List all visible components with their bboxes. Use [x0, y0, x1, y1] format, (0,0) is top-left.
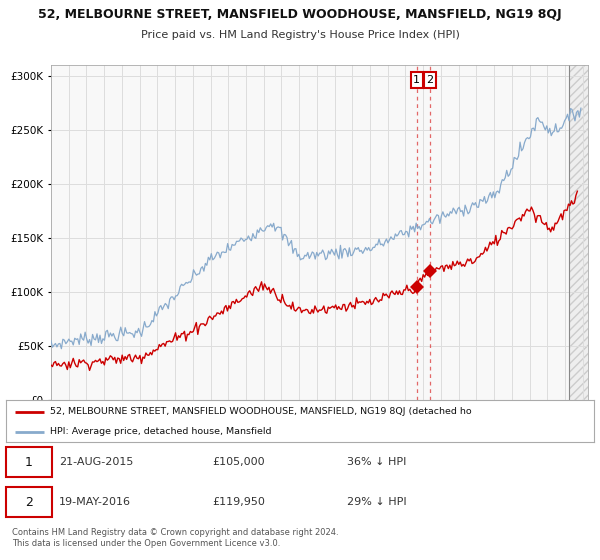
FancyBboxPatch shape [6, 487, 52, 517]
Text: Contains HM Land Registry data © Crown copyright and database right 2024.: Contains HM Land Registry data © Crown c… [12, 528, 338, 537]
Text: 52, MELBOURNE STREET, MANSFIELD WOODHOUSE, MANSFIELD, NG19 8QJ (detached ho: 52, MELBOURNE STREET, MANSFIELD WOODHOUS… [50, 408, 472, 417]
Text: 29% ↓ HPI: 29% ↓ HPI [347, 497, 407, 507]
Text: 2: 2 [427, 75, 433, 85]
Text: 1: 1 [413, 75, 420, 85]
Text: 1: 1 [25, 456, 33, 469]
Text: HPI: Average price, detached house, Mansfield: HPI: Average price, detached house, Mans… [50, 427, 272, 436]
Text: This data is licensed under the Open Government Licence v3.0.: This data is licensed under the Open Gov… [12, 539, 280, 548]
FancyBboxPatch shape [6, 447, 52, 477]
Text: 52, MELBOURNE STREET, MANSFIELD WOODHOUSE, MANSFIELD, NG19 8QJ: 52, MELBOURNE STREET, MANSFIELD WOODHOUS… [38, 8, 562, 21]
Text: 36% ↓ HPI: 36% ↓ HPI [347, 457, 406, 467]
Text: £119,950: £119,950 [212, 497, 265, 507]
Bar [569, 65, 588, 400]
Text: £105,000: £105,000 [212, 457, 265, 467]
Text: 2: 2 [25, 496, 33, 508]
Text: 21-AUG-2015: 21-AUG-2015 [59, 457, 133, 467]
Text: 19-MAY-2016: 19-MAY-2016 [59, 497, 131, 507]
Text: Price paid vs. HM Land Registry's House Price Index (HPI): Price paid vs. HM Land Registry's House … [140, 30, 460, 40]
